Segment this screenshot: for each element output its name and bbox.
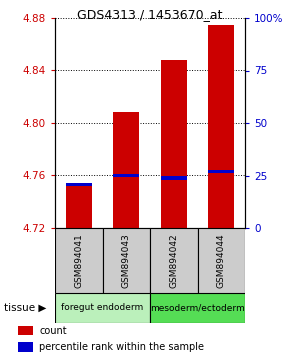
Text: GSM894043: GSM894043 <box>122 233 131 288</box>
Text: GSM894042: GSM894042 <box>169 233 178 288</box>
Text: count: count <box>39 326 67 336</box>
Bar <box>66 185 92 228</box>
Bar <box>150 228 197 293</box>
Text: GSM894044: GSM894044 <box>217 233 226 288</box>
Bar <box>150 293 245 323</box>
Text: tissue ▶: tissue ▶ <box>4 303 46 313</box>
Bar <box>161 60 187 228</box>
Text: GSM894041: GSM894041 <box>74 233 83 288</box>
Bar <box>161 177 187 180</box>
Text: GDS4313 / 1453670_at: GDS4313 / 1453670_at <box>77 8 223 21</box>
Bar <box>18 326 33 335</box>
Text: percentile rank within the sample: percentile rank within the sample <box>39 342 204 352</box>
Bar <box>208 24 234 228</box>
Text: foregut endoderm: foregut endoderm <box>61 303 144 313</box>
Bar <box>103 228 150 293</box>
Bar <box>113 174 139 177</box>
Bar <box>55 293 150 323</box>
Bar <box>208 170 234 173</box>
Text: mesoderm/ectoderm: mesoderm/ectoderm <box>150 303 245 313</box>
Bar <box>55 228 103 293</box>
Bar <box>18 342 33 352</box>
Bar <box>197 228 245 293</box>
Bar <box>113 113 139 228</box>
Bar <box>66 183 92 186</box>
